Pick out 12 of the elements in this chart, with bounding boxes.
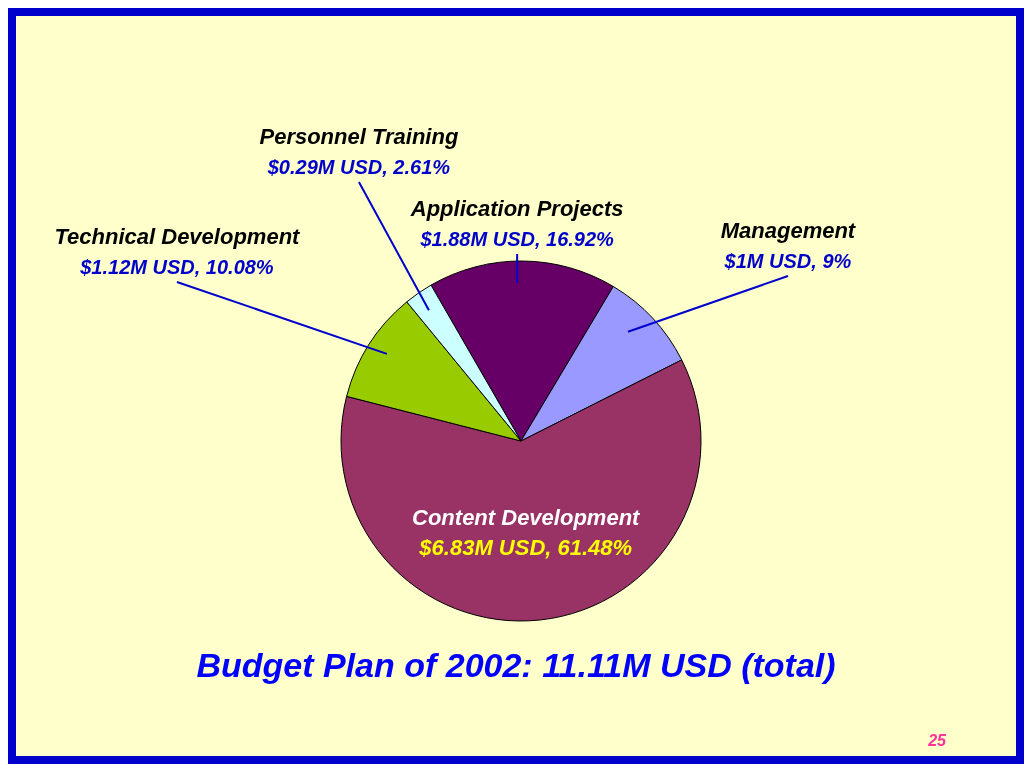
slice-label: Application Projects <box>409 196 624 221</box>
slice-label: Content Development <box>412 505 642 531</box>
text: Budget Plan of 2002: 11.11M USD (total) <box>195 646 837 685</box>
data-label: $1.88M USD, 16.92% <box>419 228 615 250</box>
data-label: $6.83M USD, 61.48% <box>418 535 633 561</box>
data-label: $1.12M USD, 10.08% <box>79 256 274 278</box>
slice-label: Personnel Training <box>259 124 459 149</box>
slice-label: Management <box>720 218 857 243</box>
data-label: $1M USD, 9% <box>723 250 852 272</box>
text: 25 <box>928 732 946 750</box>
slice-label: Technical Development <box>54 224 302 249</box>
data-label: $0.29M USD, 2.61% <box>266 156 451 178</box>
